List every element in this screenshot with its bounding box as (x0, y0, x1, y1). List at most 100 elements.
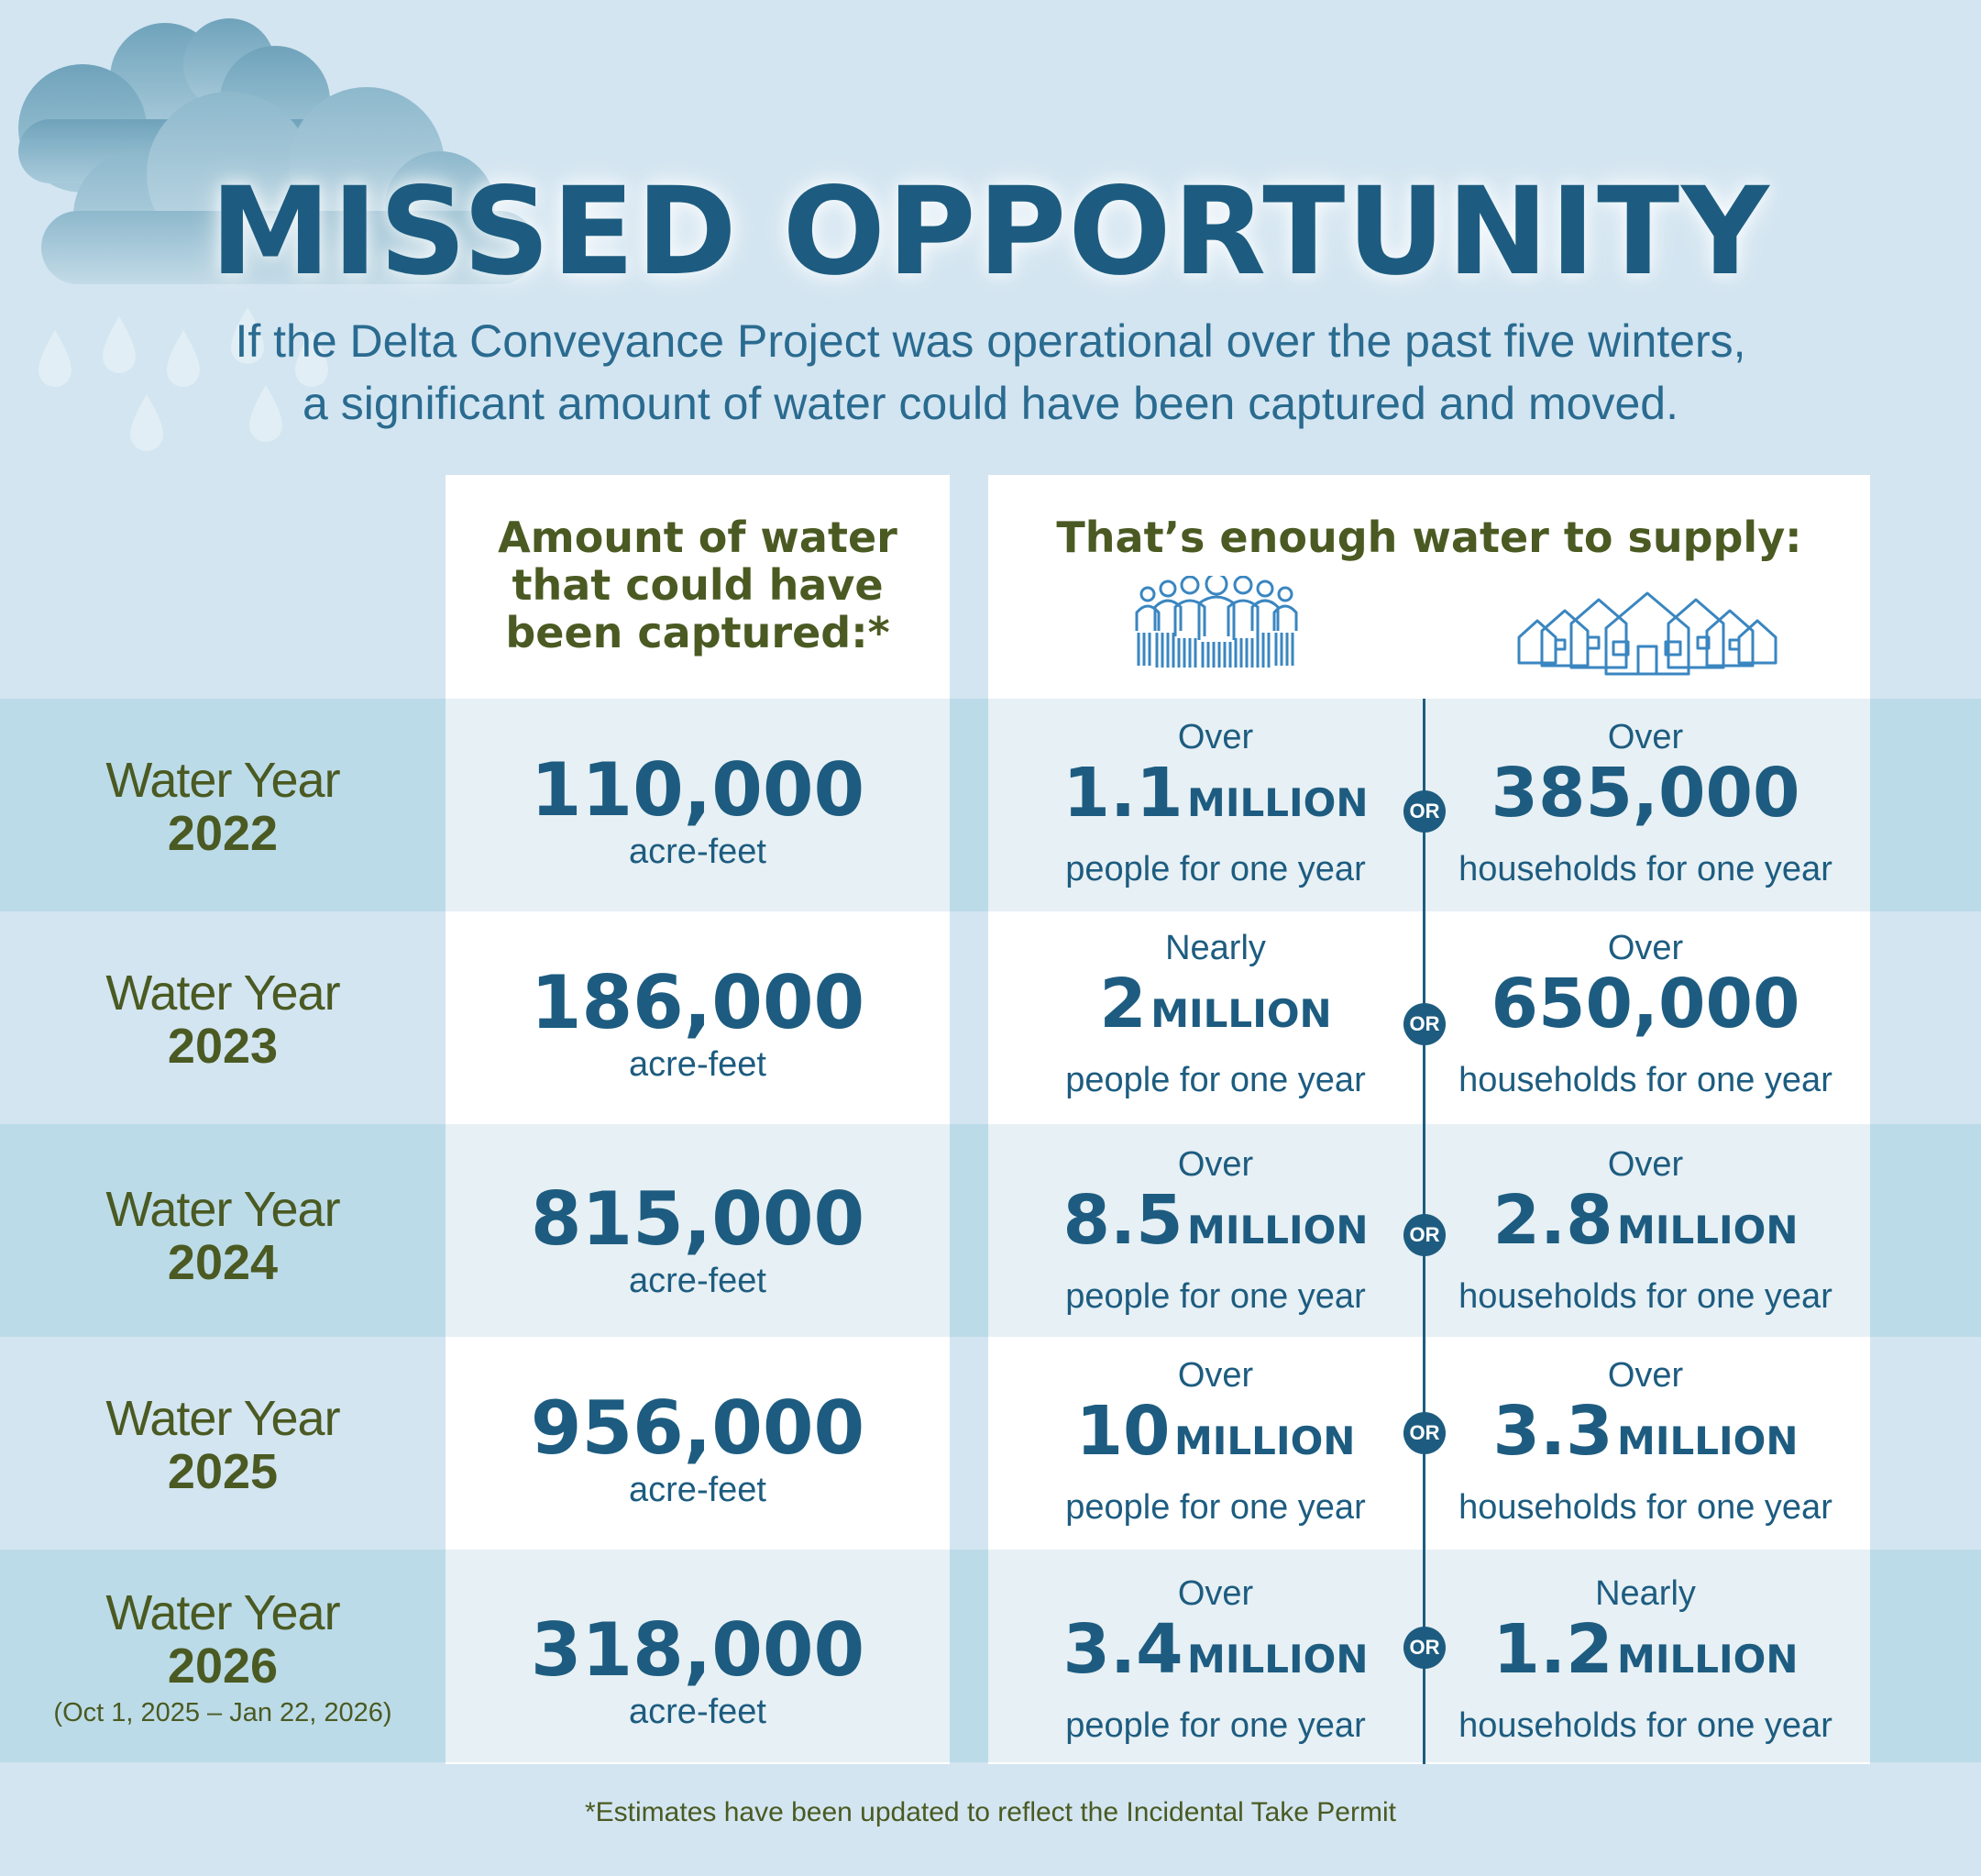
subtitle-line-1: If the Delta Conveyance Project was oper… (235, 315, 1746, 367)
household-qualifier: Over (1607, 929, 1684, 967)
people-description: people for one year (1065, 1488, 1366, 1527)
page-subtitle: If the Delta Conveyance Project was oper… (0, 310, 1981, 435)
subtitle-line-2: a significant amount of water could have… (303, 378, 1678, 429)
captured-header-line: that could have (512, 560, 884, 610)
year-label: Water Year 2022 (0, 754, 446, 860)
amount-value: 318,000 (530, 1607, 865, 1693)
people-qualifier: Over (1177, 1145, 1254, 1184)
cell-tint (446, 1550, 950, 1762)
people-qualifier: Over (1177, 718, 1254, 756)
household-supply: Nearly 1.2 MILLION households for one ye… (1435, 1573, 1856, 1747)
year-label-text: Water Year (105, 966, 340, 1021)
amount-unit: acre-feet (629, 1693, 766, 1731)
household-number: 3.3 (1492, 1392, 1613, 1471)
household-number: 385,000 (1491, 754, 1800, 833)
year-label-text: Water Year (105, 753, 340, 808)
supply-column (988, 475, 1870, 1764)
people-multiplier: MILLION (1150, 991, 1332, 1036)
amount-unit: acre-feet (629, 1471, 766, 1509)
page-title: MISSED OPPORTUNITY (210, 161, 1771, 303)
people-qualifier: Over (1177, 1356, 1254, 1395)
captured-header-line: been captured:* (505, 608, 890, 657)
year-number: 2024 (167, 1235, 279, 1290)
people-description: people for one year (1065, 1277, 1366, 1316)
cell-tint (446, 699, 950, 911)
footnote: *Estimates have been updated to reflect … (585, 1797, 1396, 1827)
or-badge: OR (1403, 1214, 1446, 1256)
or-badge: OR (1403, 790, 1446, 833)
year-label: Water Year 2024 (0, 1183, 446, 1289)
people-description: people for one year (1065, 850, 1366, 888)
people-multiplier: MILLION (1174, 1418, 1356, 1463)
household-qualifier: Nearly (1595, 1574, 1696, 1613)
amount-value: 186,000 (530, 960, 865, 1045)
household-supply: Over 3.3 MILLION households for one year (1435, 1355, 1856, 1528)
people-supply: Nearly 2 MILLION people for one year (1005, 928, 1426, 1101)
rain-cloud-icon (18, 18, 536, 451)
captured-header-line: Amount of water (498, 513, 897, 562)
year-date-range: (Oct 1, 2025 – Jan 22, 2026) (53, 1698, 392, 1727)
captured-amount: 956,000 acre-feet (446, 1388, 950, 1511)
amount-unit: acre-feet (629, 833, 766, 871)
household-description: households for one year (1458, 1706, 1832, 1745)
household-number: 650,000 (1491, 965, 1800, 1043)
houses-icon (1517, 591, 1777, 676)
household-description: households for one year (1458, 1488, 1832, 1527)
people-supply: Over 1.1 MILLION people for one year (1005, 717, 1426, 890)
people-supply: Over 10 MILLION people for one year (1005, 1355, 1426, 1528)
people-qualifier: Nearly (1165, 929, 1266, 967)
people-multiplier: MILLION (1187, 1208, 1369, 1253)
people-number: 8.5 (1062, 1181, 1183, 1260)
amount-unit: acre-feet (629, 1262, 766, 1300)
people-number: 3.4 (1062, 1610, 1183, 1689)
people-description: people for one year (1065, 1061, 1366, 1099)
household-qualifier: Over (1607, 1145, 1684, 1184)
people-multiplier: MILLION (1187, 780, 1369, 825)
year-label-text: Water Year (105, 1585, 340, 1640)
household-number: 2.8 (1492, 1181, 1613, 1260)
captured-column-header: Amount of water that could have been cap… (446, 513, 950, 657)
household-supply: Over 2.8 MILLION households for one year (1435, 1144, 1856, 1318)
amount-unit: acre-feet (629, 1045, 766, 1084)
captured-amount: 186,000 acre-feet (446, 963, 950, 1086)
year-number: 2026 (167, 1639, 279, 1694)
captured-column (446, 475, 950, 1764)
household-qualifier: Over (1607, 718, 1684, 756)
year-number: 2022 (167, 806, 279, 861)
year-label: Water Year 2026 (Oct 1, 2025 – Jan 22, 2… (0, 1586, 446, 1729)
household-description: households for one year (1458, 850, 1832, 888)
people-supply: Over 3.4 MILLION people for one year (1005, 1573, 1426, 1747)
people-qualifier: Over (1177, 1574, 1254, 1613)
household-description: households for one year (1458, 1061, 1832, 1099)
people-description: people for one year (1065, 1706, 1366, 1745)
people-number: 2 (1099, 965, 1147, 1043)
or-badge: OR (1403, 1412, 1446, 1454)
amount-value: 956,000 (530, 1385, 865, 1471)
people-supply: Over 8.5 MILLION people for one year (1005, 1144, 1426, 1318)
household-multiplier: MILLION (1617, 1208, 1799, 1253)
household-multiplier: MILLION (1617, 1418, 1799, 1463)
year-label-text: Water Year (105, 1182, 340, 1237)
or-badge: OR (1403, 1627, 1446, 1669)
year-label-text: Water Year (105, 1391, 340, 1446)
household-multiplier: MILLION (1617, 1637, 1799, 1682)
household-qualifier: Over (1607, 1356, 1684, 1395)
household-supply: Over 650,000 households for one year (1435, 928, 1856, 1101)
amount-value: 815,000 (530, 1176, 865, 1262)
captured-amount: 110,000 acre-feet (446, 750, 950, 873)
captured-amount: 318,000 acre-feet (446, 1610, 950, 1733)
household-supply: Over 385,000 households for one year (1435, 717, 1856, 890)
amount-value: 110,000 (530, 747, 865, 833)
year-number: 2025 (167, 1444, 279, 1499)
year-number: 2023 (167, 1019, 279, 1074)
supply-column-header: That’s enough water to supply: (1056, 513, 1802, 562)
people-multiplier: MILLION (1187, 1637, 1369, 1682)
captured-amount: 815,000 acre-feet (446, 1179, 950, 1302)
people-number: 10 (1075, 1392, 1171, 1471)
year-label: Water Year 2023 (0, 966, 446, 1073)
cell-tint (446, 1124, 950, 1337)
people-group-icon (1135, 576, 1298, 668)
year-label: Water Year 2025 (0, 1392, 446, 1498)
household-description: households for one year (1458, 1277, 1832, 1316)
household-number: 1.2 (1492, 1610, 1613, 1689)
